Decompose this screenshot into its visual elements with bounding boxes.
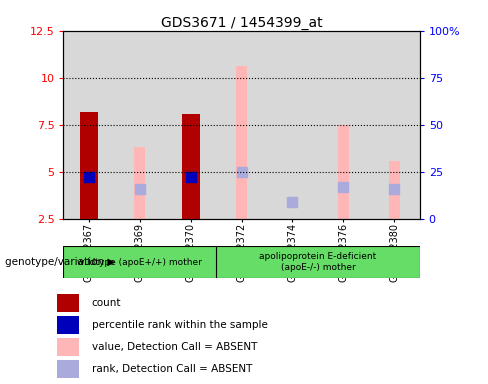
Point (288, 199, 296, 205)
Bar (388, 161, 400, 219)
Bar (165, 31, 216, 219)
Point (340, 184, 347, 190)
Bar (134, 147, 145, 219)
Bar (216, 31, 267, 219)
Point (238, 169, 245, 175)
Bar (58, 360, 79, 378)
Point (390, 186, 398, 192)
Text: wildtype (apoE+/+) mother: wildtype (apoE+/+) mother (77, 258, 202, 266)
Bar (58, 294, 79, 312)
Bar (63, 31, 114, 219)
Text: count: count (92, 298, 121, 308)
Bar (369, 31, 420, 219)
Point (85, 174, 93, 180)
Text: apolipoprotein E-deficient
(apoE-/-) mother: apolipoprotein E-deficient (apoE-/-) mot… (259, 252, 377, 272)
Text: percentile rank within the sample: percentile rank within the sample (92, 320, 267, 330)
Bar (267, 31, 318, 219)
Bar (114, 31, 165, 219)
Bar (338, 125, 349, 219)
Text: value, Detection Call = ABSENT: value, Detection Call = ABSENT (92, 342, 257, 352)
Bar (80, 112, 98, 219)
Bar (58, 316, 79, 334)
Title: GDS3671 / 1454399_at: GDS3671 / 1454399_at (161, 16, 323, 30)
Text: rank, Detection Call = ABSENT: rank, Detection Call = ABSENT (92, 364, 252, 374)
Bar (182, 114, 200, 219)
Bar (236, 66, 247, 219)
Point (187, 174, 195, 180)
Text: genotype/variation ▶: genotype/variation ▶ (5, 257, 115, 267)
Point (136, 186, 143, 192)
Bar (318, 31, 369, 219)
Bar (58, 338, 79, 356)
